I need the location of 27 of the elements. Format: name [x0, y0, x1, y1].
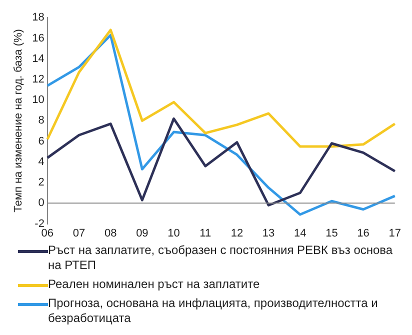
x-tick-label: 11 [200, 227, 212, 240]
y-tick-label: 8 [38, 114, 44, 127]
y-axis-title: Темп на изменение на год. база (%) [12, 29, 25, 212]
y-tick-label: 16 [32, 32, 44, 44]
x-tick-label: 10 [168, 227, 180, 240]
y-tick-label: 0 [38, 197, 44, 210]
x-tick-label: 07 [72, 227, 86, 240]
y-tick-label: 2 [38, 176, 44, 189]
x-tick-label: 06 [41, 227, 54, 240]
y-tick-label: 14 [32, 52, 44, 65]
y-tick-label: 4 [38, 156, 44, 168]
x-tick-label: 17 [388, 227, 402, 240]
y-tick-label: 6 [38, 135, 44, 148]
legend-label: Ръст на заплатите, съобразен с постоянния РЕВК въз основа на РТЕП [48, 243, 394, 273]
x-tick-label: 12 [230, 227, 244, 240]
x-tick-label: 15 [326, 227, 338, 240]
y-tick-label: 12 [32, 73, 44, 86]
x-tick-label: 14 [294, 227, 306, 240]
y-tick-label: -2 [34, 218, 44, 230]
x-tick-label: 08 [104, 227, 117, 240]
legend-label: Реален номинален ръст на заплатите [48, 277, 260, 292]
legend-label: Прогноза, основана на инфлацията, производителността и безработицата [48, 296, 379, 326]
y-tick-label: 10 [32, 94, 44, 106]
y-tick-label: 18 [32, 12, 44, 24]
x-tick-label: 09 [136, 227, 148, 240]
x-tick-label: 13 [262, 227, 275, 240]
x-tick-label: 16 [357, 227, 370, 240]
